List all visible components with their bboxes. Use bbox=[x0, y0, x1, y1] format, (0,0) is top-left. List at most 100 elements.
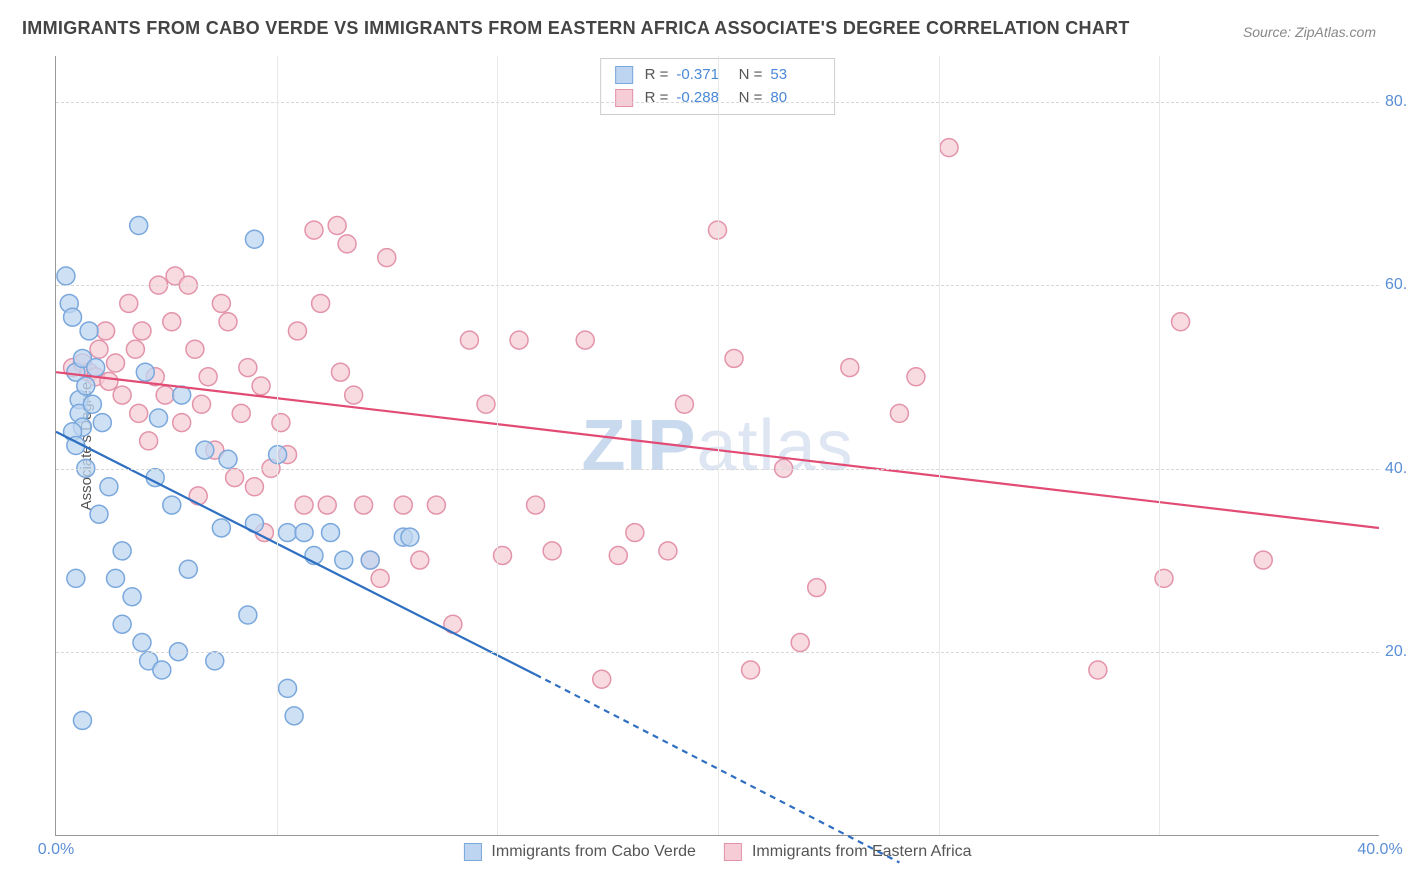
data-point-eastern-africa bbox=[173, 414, 191, 432]
grid-line-v bbox=[277, 56, 278, 835]
data-point-cabo-verde bbox=[196, 441, 214, 459]
y-tick-label: 80.0% bbox=[1385, 93, 1406, 111]
data-point-eastern-africa bbox=[510, 331, 528, 349]
data-point-eastern-africa bbox=[100, 372, 118, 390]
data-point-cabo-verde bbox=[279, 679, 297, 697]
data-point-eastern-africa bbox=[593, 670, 611, 688]
data-point-eastern-africa bbox=[295, 496, 313, 514]
data-point-cabo-verde bbox=[73, 711, 91, 729]
data-point-eastern-africa bbox=[331, 363, 349, 381]
data-point-eastern-africa bbox=[1155, 569, 1173, 587]
data-point-eastern-africa bbox=[305, 221, 323, 239]
grid-line-v bbox=[1159, 56, 1160, 835]
source-label: Source: ZipAtlas.com bbox=[1243, 24, 1376, 40]
data-point-eastern-africa bbox=[355, 496, 373, 514]
data-point-eastern-africa bbox=[609, 546, 627, 564]
data-point-cabo-verde bbox=[153, 661, 171, 679]
data-point-eastern-africa bbox=[212, 294, 230, 312]
data-point-cabo-verde bbox=[146, 469, 164, 487]
data-point-eastern-africa bbox=[328, 217, 346, 235]
data-point-cabo-verde bbox=[77, 377, 95, 395]
data-point-eastern-africa bbox=[494, 546, 512, 564]
y-tick-label: 20.0% bbox=[1385, 643, 1406, 661]
grid-line-v bbox=[718, 56, 719, 835]
data-point-eastern-africa bbox=[1172, 313, 1190, 331]
data-point-eastern-africa bbox=[338, 235, 356, 253]
data-point-eastern-africa bbox=[156, 386, 174, 404]
y-tick-label: 60.0% bbox=[1385, 276, 1406, 294]
bottom-legend: Immigrants from Cabo VerdeImmigrants fro… bbox=[463, 843, 971, 861]
data-point-eastern-africa bbox=[239, 359, 257, 377]
data-point-eastern-africa bbox=[312, 294, 330, 312]
data-point-eastern-africa bbox=[378, 249, 396, 267]
x-tick-label: 40.0% bbox=[1357, 841, 1402, 859]
data-point-cabo-verde bbox=[123, 588, 141, 606]
data-point-cabo-verde bbox=[83, 395, 101, 413]
data-point-cabo-verde bbox=[130, 217, 148, 235]
data-point-eastern-africa bbox=[725, 349, 743, 367]
grid-line-v bbox=[497, 56, 498, 835]
data-point-cabo-verde bbox=[206, 652, 224, 670]
data-point-cabo-verde bbox=[136, 363, 154, 381]
plot-area: ZIPatlas R =-0.371 N =53R =-0.288 N =80 … bbox=[55, 56, 1379, 836]
data-point-cabo-verde bbox=[295, 524, 313, 542]
data-point-cabo-verde bbox=[90, 505, 108, 523]
data-point-eastern-africa bbox=[411, 551, 429, 569]
data-point-eastern-africa bbox=[199, 368, 217, 386]
data-point-cabo-verde bbox=[80, 322, 98, 340]
data-point-eastern-africa bbox=[140, 432, 158, 450]
data-point-eastern-africa bbox=[460, 331, 478, 349]
data-point-eastern-africa bbox=[543, 542, 561, 560]
data-point-eastern-africa bbox=[126, 340, 144, 358]
data-point-cabo-verde bbox=[100, 478, 118, 496]
data-point-eastern-africa bbox=[907, 368, 925, 386]
data-point-eastern-africa bbox=[219, 313, 237, 331]
data-point-eastern-africa bbox=[808, 579, 826, 597]
data-point-eastern-africa bbox=[791, 634, 809, 652]
data-point-cabo-verde bbox=[285, 707, 303, 725]
chart-title: IMMIGRANTS FROM CABO VERDE VS IMMIGRANTS… bbox=[22, 18, 1130, 39]
data-point-eastern-africa bbox=[130, 404, 148, 422]
data-point-cabo-verde bbox=[57, 267, 75, 285]
data-point-eastern-africa bbox=[527, 496, 545, 514]
data-point-cabo-verde bbox=[150, 409, 168, 427]
data-point-eastern-africa bbox=[477, 395, 495, 413]
data-point-eastern-africa bbox=[189, 487, 207, 505]
data-point-eastern-africa bbox=[272, 414, 290, 432]
data-point-eastern-africa bbox=[318, 496, 336, 514]
data-point-eastern-africa bbox=[133, 322, 151, 340]
grid-line-v bbox=[939, 56, 940, 835]
data-point-eastern-africa bbox=[675, 395, 693, 413]
data-point-cabo-verde bbox=[163, 496, 181, 514]
data-point-eastern-africa bbox=[232, 404, 250, 422]
data-point-eastern-africa bbox=[659, 542, 677, 560]
data-point-cabo-verde bbox=[239, 606, 257, 624]
data-point-eastern-africa bbox=[394, 496, 412, 514]
data-point-eastern-africa bbox=[940, 139, 958, 157]
data-point-cabo-verde bbox=[279, 524, 297, 542]
data-point-cabo-verde bbox=[322, 524, 340, 542]
data-point-cabo-verde bbox=[335, 551, 353, 569]
y-tick-label: 40.0% bbox=[1385, 460, 1406, 478]
data-point-eastern-africa bbox=[1254, 551, 1272, 569]
data-point-eastern-africa bbox=[345, 386, 363, 404]
data-point-eastern-africa bbox=[193, 395, 211, 413]
data-point-cabo-verde bbox=[113, 615, 131, 633]
data-point-cabo-verde bbox=[212, 519, 230, 537]
legend-swatch bbox=[724, 843, 742, 861]
data-point-eastern-africa bbox=[90, 340, 108, 358]
data-point-cabo-verde bbox=[179, 560, 197, 578]
data-point-eastern-africa bbox=[841, 359, 859, 377]
x-tick-label: 0.0% bbox=[38, 841, 74, 859]
data-point-cabo-verde bbox=[219, 450, 237, 468]
data-point-cabo-verde bbox=[67, 569, 85, 587]
data-point-cabo-verde bbox=[361, 551, 379, 569]
data-point-eastern-africa bbox=[107, 354, 125, 372]
bottom-legend-item: Immigrants from Eastern Africa bbox=[724, 843, 972, 861]
data-point-eastern-africa bbox=[427, 496, 445, 514]
data-point-cabo-verde bbox=[245, 230, 263, 248]
data-point-cabo-verde bbox=[64, 308, 82, 326]
legend-swatch bbox=[463, 843, 481, 861]
data-point-eastern-africa bbox=[1089, 661, 1107, 679]
data-point-eastern-africa bbox=[288, 322, 306, 340]
